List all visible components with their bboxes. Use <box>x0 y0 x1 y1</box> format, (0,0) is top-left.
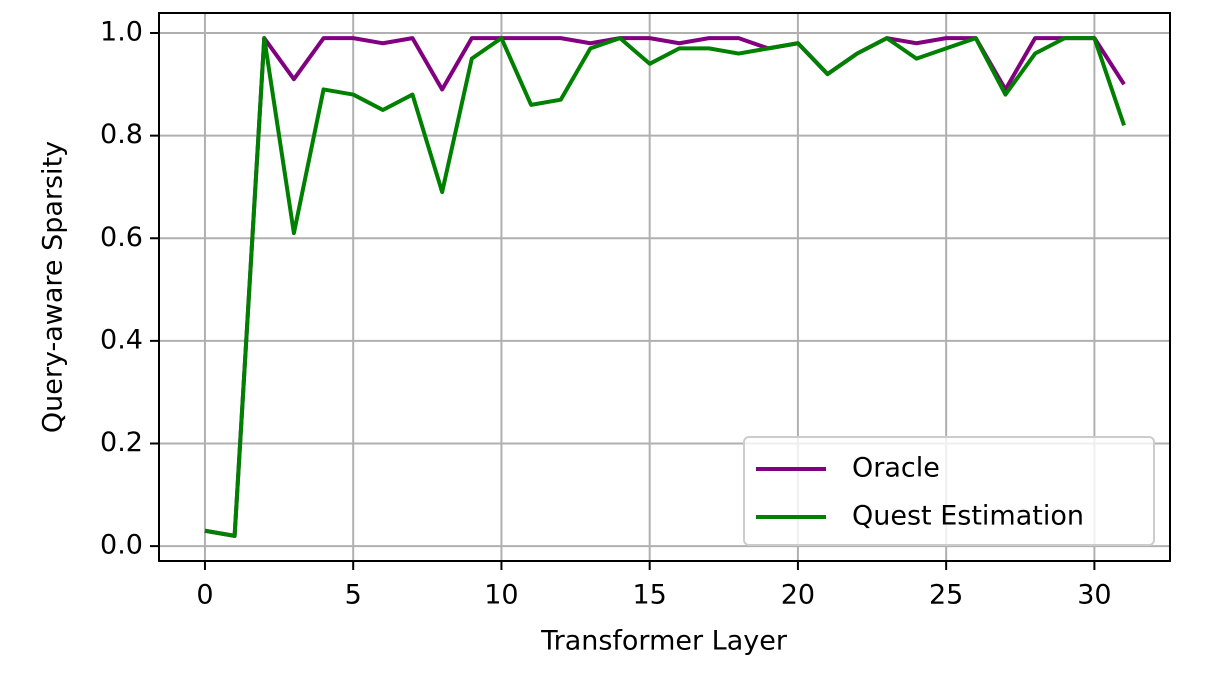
plot-frame <box>158 12 1171 562</box>
x-tick-label: 25 <box>929 580 963 611</box>
y-tick-label: 0.6 <box>100 222 143 253</box>
x-tick-label: 10 <box>484 580 518 611</box>
y-tick-label: 0.4 <box>100 324 143 355</box>
x-tick-label: 5 <box>345 580 362 611</box>
x-axis-label: Transformer Layer <box>540 626 788 657</box>
y-tick-label: 1.0 <box>100 17 143 48</box>
x-tick-label: 0 <box>196 580 213 611</box>
y-axis-label: Query-aware Sparsity <box>38 141 69 433</box>
y-tick-label: 0.2 <box>100 427 143 458</box>
series-line <box>204 36 1126 538</box>
y-tick-label: 0.8 <box>100 119 143 150</box>
y-tick-label: 0.0 <box>100 530 143 561</box>
legend-label: Quest Estimation <box>852 501 1084 532</box>
x-tick-label: 20 <box>781 580 815 611</box>
legend-box <box>743 436 1155 546</box>
x-tick-label: 15 <box>632 580 666 611</box>
x-tick-label: 30 <box>1077 580 1111 611</box>
legend-label: Oracle <box>852 453 940 484</box>
